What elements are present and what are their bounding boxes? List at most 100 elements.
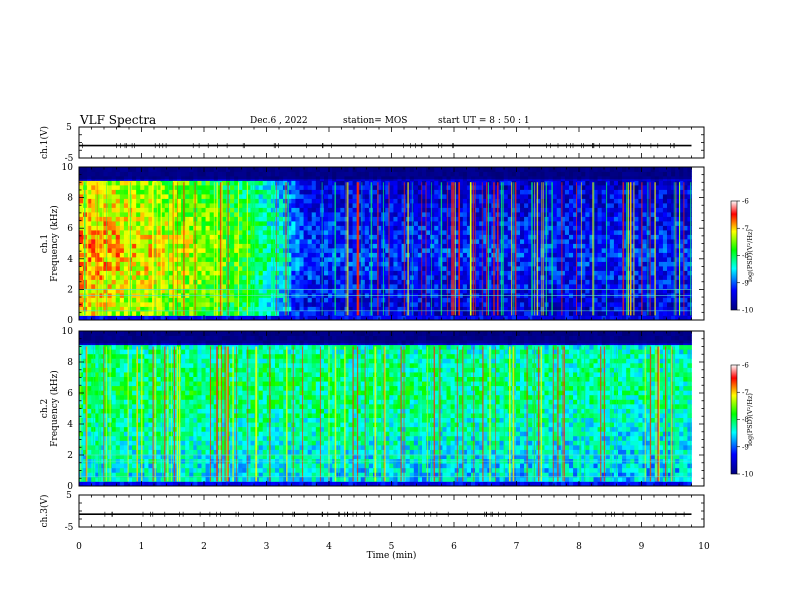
spectrogram-cell [487, 225, 492, 231]
spectrogram-cell [585, 248, 590, 253]
spectrogram-cell [479, 284, 484, 289]
spectrogram-cell [520, 275, 525, 280]
spectrogram-cell [107, 279, 113, 285]
spectrogram-cell [315, 279, 321, 285]
spectrogram-cell [654, 189, 660, 195]
spectrogram-cell [618, 185, 623, 190]
spectrogram-cell [605, 185, 611, 190]
spectrogram-cell [613, 270, 619, 276]
spectrogram-cell [238, 248, 243, 253]
spectrogram-cell [422, 203, 427, 208]
spectrogram-cell [299, 279, 304, 285]
spectrogram-cell [87, 221, 92, 226]
spectrogram-cell [140, 257, 145, 262]
spectrogram-cell [275, 221, 280, 226]
spectrogram-cell [332, 248, 337, 253]
spectrogram-cell [254, 257, 260, 262]
spectrogram-cell [385, 279, 390, 285]
spectrogram-cell [205, 315, 211, 321]
spectrogram-cell [209, 279, 215, 285]
spectrogram-cell [209, 234, 215, 240]
spectrogram-cell [536, 297, 541, 303]
spectrogram-cell [528, 198, 533, 204]
spectrogram-cell [507, 207, 513, 213]
spectrogram-cell [536, 252, 541, 258]
spectrogram-cell [303, 234, 309, 240]
spectrogram-cell [242, 279, 247, 285]
spectrogram-cell [601, 225, 607, 231]
spectrogram-cell [422, 185, 427, 190]
spectrogram-cell [364, 270, 370, 276]
spectrogram-cell [205, 230, 211, 235]
spectrogram-cell [487, 315, 492, 321]
spectrogram-cell [646, 194, 652, 199]
spectrogram-cell [593, 315, 598, 321]
spectrogram-cell [667, 239, 672, 244]
spectrogram-cell [197, 275, 202, 280]
spectrogram-cell [605, 225, 611, 231]
spectrogram-cell [172, 189, 178, 195]
spectrogram-cell [450, 315, 456, 321]
spectrogram-cell [577, 266, 582, 271]
spectrogram-cell [638, 275, 643, 280]
spectrogram-cell [144, 212, 149, 217]
spectrogram-cell [446, 198, 451, 204]
spectrogram-cell [103, 185, 108, 190]
spectrogram-cell [213, 306, 219, 312]
spectrogram-cell [454, 279, 460, 285]
spectrogram-cell [136, 315, 141, 321]
spectrogram-cell [189, 306, 194, 312]
spectrogram-cell [99, 288, 104, 294]
spectrogram-cell [360, 284, 366, 289]
spectrogram-cell [434, 302, 439, 307]
spectrogram-cell [177, 185, 182, 190]
spectrogram-cell [507, 185, 513, 190]
spectrogram-cell [91, 288, 96, 294]
spectrogram-cell [364, 221, 370, 226]
spectrogram-cell [287, 230, 292, 235]
spectrogram-cell [442, 234, 447, 240]
spectrogram-cell [332, 302, 337, 307]
spectrogram-cell [352, 266, 358, 271]
spectrogram-cell [79, 212, 84, 217]
spectrogram-cell [238, 306, 243, 312]
spectrogram-cell [336, 311, 341, 316]
spectrogram-cell [185, 239, 190, 244]
spectrogram-cell [479, 261, 484, 267]
spectrogram-cell [564, 230, 570, 235]
spectrogram-cell [487, 297, 492, 303]
spectrogram-cell [528, 234, 533, 240]
spectrogram-cell [136, 198, 141, 204]
spectrogram-cell [528, 261, 533, 267]
spectrogram-cell [332, 207, 337, 213]
spectrogram-cell [552, 288, 558, 294]
spectrogram-cell [221, 306, 227, 312]
spectrogram-cell [569, 239, 574, 244]
spectrogram-cell [185, 243, 190, 249]
spectrogram-cell [597, 203, 603, 208]
spectrogram-cell [556, 194, 562, 199]
spectrogram-cell [177, 302, 182, 307]
spectrogram-cell [585, 261, 590, 267]
spectrogram-cell [328, 194, 333, 199]
spectrogram-cell [503, 284, 509, 289]
spectrogram-cell [671, 203, 676, 208]
spectrogram-cell [234, 198, 239, 204]
spectrogram-cell [197, 203, 202, 208]
spectrogram-cell [299, 239, 304, 244]
spectrogram-cell [564, 221, 570, 226]
spectrogram-cell [185, 194, 190, 199]
spectrogram-cell [430, 185, 435, 190]
spectrogram-cell [646, 203, 652, 208]
spectrogram-cell [201, 203, 206, 208]
spectrogram-cell [618, 279, 623, 285]
spectrogram-cell [393, 234, 398, 240]
spectrogram-cell [417, 302, 423, 307]
spectrogram-cell [487, 203, 492, 208]
spectrogram-cell [352, 230, 358, 235]
spectrogram-cell [144, 243, 149, 249]
spectrogram-cell [609, 243, 615, 249]
spectrogram-cell [148, 189, 153, 195]
spectrogram-cell [524, 234, 529, 240]
spectrogram-cell [205, 297, 211, 303]
